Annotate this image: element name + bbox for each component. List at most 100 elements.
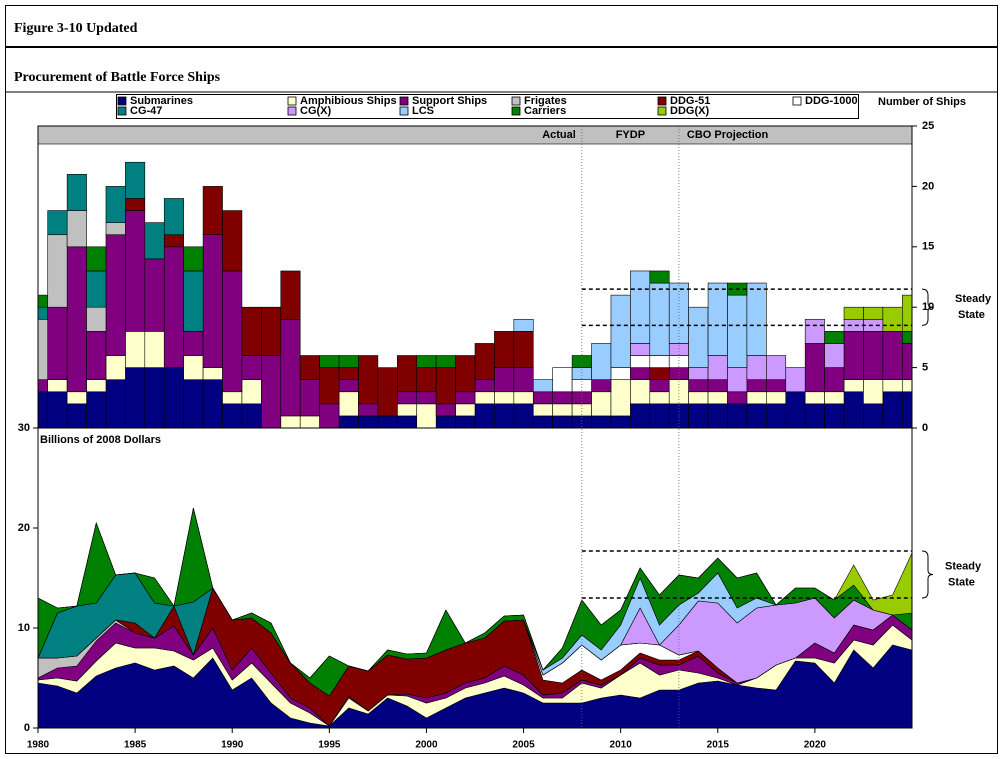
bar-segment: [319, 367, 340, 405]
bar-segment: [882, 379, 903, 393]
legend-label: Submarines: [130, 95, 193, 107]
bar-segment: [163, 367, 184, 429]
bar-segment: [532, 415, 553, 429]
bar-segment: [591, 379, 612, 393]
bar-segment: [610, 415, 631, 429]
bar-segment: [86, 270, 107, 308]
bar-segment: [727, 391, 748, 405]
y-axis-title: Billions of 2008 Dollars: [40, 434, 161, 446]
bar-segment: [241, 403, 262, 429]
legend-swatch: [287, 106, 297, 116]
bar-segment: [474, 343, 495, 380]
legend-label: Support Ships: [412, 95, 487, 107]
bar-segment: [474, 403, 495, 429]
bar-segment: [222, 403, 243, 429]
x-tick-label: 2010: [610, 740, 633, 751]
bar-segment: [377, 367, 398, 417]
bar-segment: [125, 198, 146, 211]
bar-segment: [47, 306, 68, 380]
bar-segment: [222, 391, 243, 405]
bar-segment: [163, 234, 184, 248]
bar-segment: [824, 331, 845, 344]
plot-frame: [37, 427, 913, 729]
legend-label: DDG-1000: [805, 95, 858, 107]
bar-segment: [649, 403, 670, 429]
bar-segment: [843, 391, 864, 429]
bar-segment: [746, 379, 767, 393]
bar-segment: [610, 379, 631, 417]
bar-segment: [144, 367, 165, 429]
bar-segment: [66, 391, 87, 405]
steady-state-label: Steady: [955, 293, 992, 305]
bar-segment: [416, 367, 437, 393]
figure-label: Figure 3-10 Updated: [14, 21, 138, 36]
bar-segment: [183, 246, 204, 272]
bar-segment: [358, 415, 379, 429]
frame: [5, 5, 998, 754]
bar-segment: [105, 379, 126, 429]
bar-segment: [105, 355, 126, 380]
bar-segment: [882, 331, 903, 380]
bar-segment: [358, 403, 379, 417]
bar-segment: [727, 294, 748, 368]
bar-segment: [649, 367, 670, 380]
brace: [921, 550, 934, 599]
bar-segment: [630, 270, 651, 344]
y-tick-label: 10: [922, 301, 934, 313]
y-tick-label: 25: [922, 120, 934, 132]
bar-segment: [38, 379, 49, 393]
bar-segment: [66, 403, 87, 429]
bar-segment: [105, 222, 126, 236]
bar-segment: [183, 379, 204, 429]
bar-segment: [668, 282, 689, 344]
bar-segment: [766, 355, 787, 380]
bar-segment: [863, 403, 884, 429]
bar-segment: [338, 355, 359, 368]
area: [38, 507, 912, 679]
y-tick-label: 20: [18, 522, 30, 534]
bar-segment: [319, 403, 340, 429]
bar-segment: [299, 415, 320, 429]
bar-segment: [552, 391, 573, 405]
legend-swatch: [792, 96, 802, 106]
bar-segment: [649, 355, 670, 368]
bar-segment: [863, 379, 884, 405]
legend-label: Carriers: [524, 105, 566, 117]
bar-segment: [66, 246, 87, 393]
bar-segment: [397, 391, 418, 405]
bar-segment: [591, 391, 612, 417]
bar-segment: [435, 355, 456, 368]
bar-segment: [649, 270, 670, 284]
bar-segment: [746, 282, 767, 356]
bar-segment: [863, 331, 884, 380]
bar-segment: [630, 355, 651, 368]
y-tick-label: 30: [18, 422, 30, 434]
bar-segment: [416, 355, 437, 368]
phase-label: FYDP: [616, 129, 645, 141]
bar-segment: [241, 355, 262, 380]
bar-segment: [785, 367, 806, 393]
bar-segment: [552, 367, 573, 393]
bar-segment: [707, 282, 728, 356]
legend-label: CG-47: [130, 105, 162, 117]
bar-segment: [125, 210, 146, 332]
x-tick-label: 2000: [415, 740, 438, 751]
bar-segment: [241, 306, 262, 356]
bar-segment: [183, 270, 204, 332]
bar-segment: [785, 391, 806, 429]
bar-segment: [668, 379, 689, 405]
bar-segment: [125, 331, 146, 368]
bar-segment: [824, 391, 845, 405]
x-tick-label: 1995: [318, 740, 341, 751]
bar-segment: [882, 306, 903, 332]
legend-swatch: [657, 96, 667, 106]
bar-segment: [66, 210, 87, 248]
bar-segment: [863, 318, 884, 332]
bar-segment: [688, 306, 709, 368]
bar-segment: [397, 415, 418, 429]
phase-label: Actual: [542, 129, 576, 141]
bar-segment: [338, 415, 359, 429]
bar-segment: [38, 318, 49, 380]
steady-state-label: State: [958, 309, 985, 321]
phase-label: CBO Projection: [687, 129, 769, 141]
